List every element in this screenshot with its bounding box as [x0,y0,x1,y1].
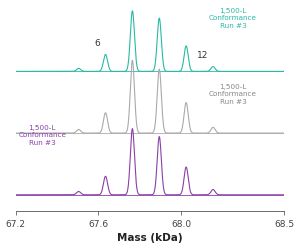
Text: 6: 6 [94,39,100,48]
Text: 12: 12 [197,51,208,60]
Text: 1,500-L
Conformance
Run #3: 1,500-L Conformance Run #3 [209,8,257,29]
Text: 1,500-L
Conformance
Run #3: 1,500-L Conformance Run #3 [209,84,257,105]
Text: 1,500-L
Conformance
Run #3: 1,500-L Conformance Run #3 [18,125,66,146]
X-axis label: Mass (kDa): Mass (kDa) [117,234,183,244]
